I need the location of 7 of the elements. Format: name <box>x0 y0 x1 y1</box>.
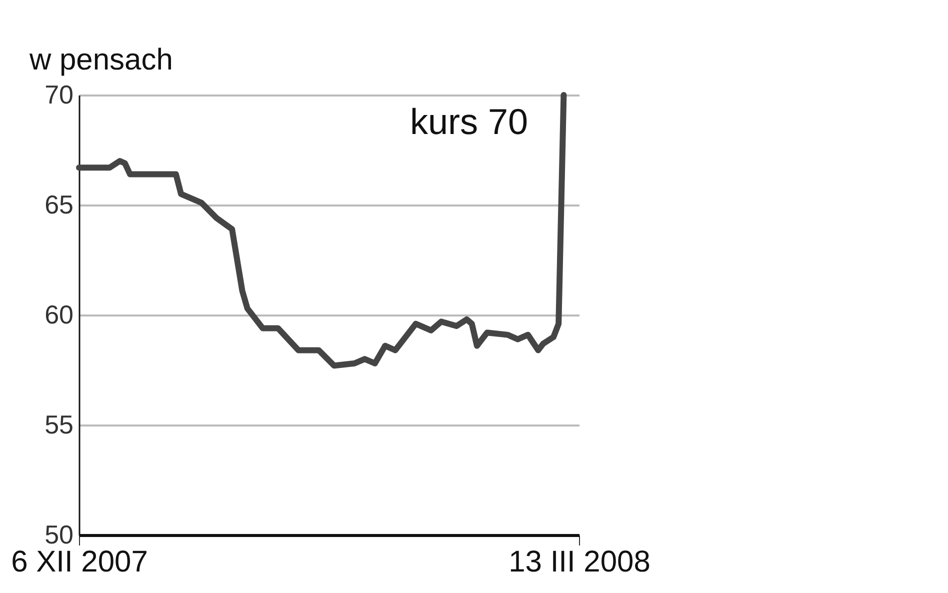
y-tick-label: 70 <box>44 80 74 110</box>
y-tick-label: 65 <box>44 190 74 220</box>
y-axis-title: w pensach <box>28 44 173 76</box>
y-tick-label: 60 <box>44 300 74 330</box>
annotation: kurs 70 <box>410 101 528 142</box>
y-tick-label: 55 <box>44 410 74 440</box>
x-tick-label: 13 III 2008 <box>508 546 650 578</box>
